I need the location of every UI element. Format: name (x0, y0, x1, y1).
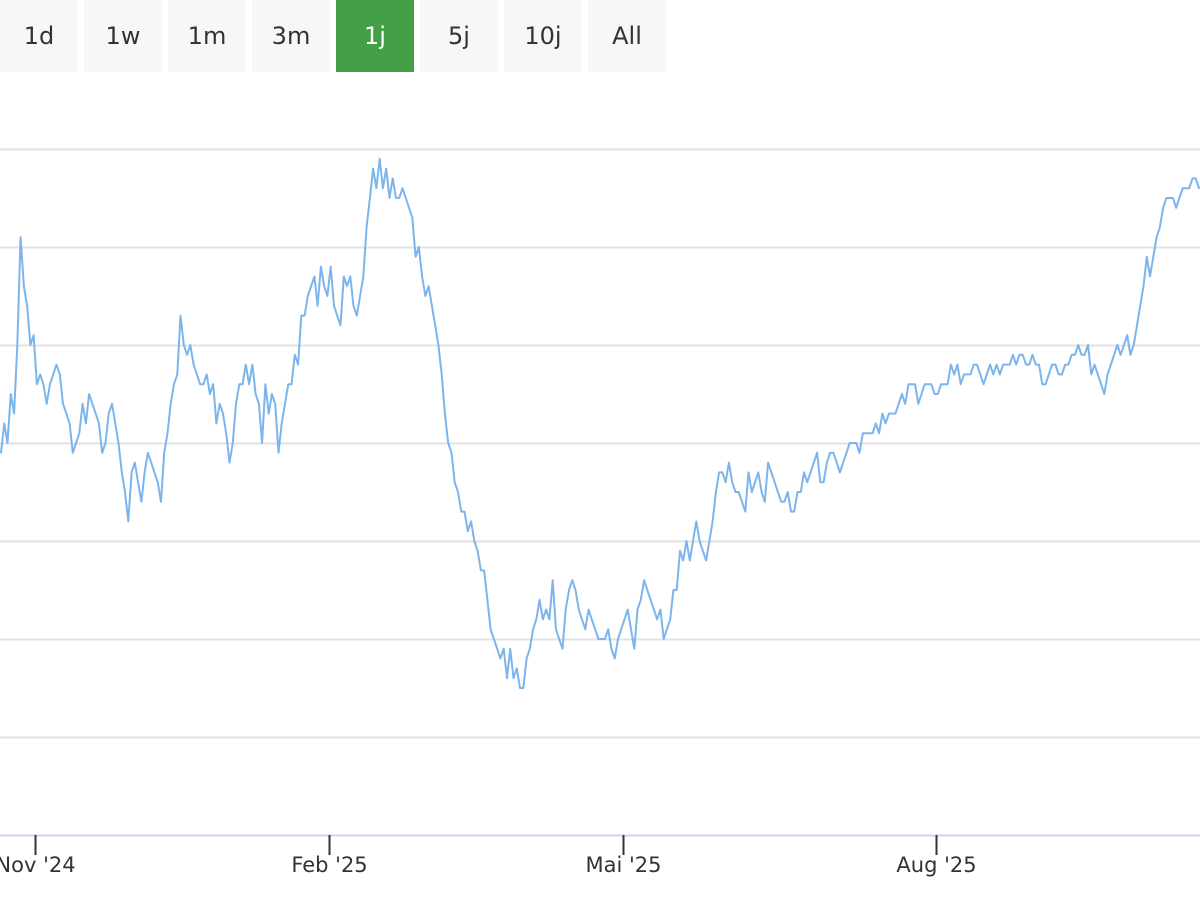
price-series-line (0, 157, 1200, 689)
range-button-all[interactable]: All (588, 0, 666, 72)
x-tick-label: Feb '25 (291, 853, 367, 877)
x-tick-label: Mai '25 (586, 853, 662, 877)
range-button-1j[interactable]: 1j (336, 0, 414, 72)
time-range-selector: 1d 1w 1m 3m 1j 5j 10j All (0, 0, 666, 72)
series-layer (0, 157, 1200, 689)
range-button-1w[interactable]: 1w (84, 0, 162, 72)
range-button-1d[interactable]: 1d (0, 0, 78, 72)
range-button-1m[interactable]: 1m (168, 0, 246, 72)
x-tick-label: Aug '25 (896, 853, 976, 877)
range-button-10j[interactable]: 10j (504, 0, 582, 72)
x-tick-label: Nov '24 (0, 853, 76, 877)
range-button-3m[interactable]: 3m (252, 0, 330, 72)
range-button-5j[interactable]: 5j (420, 0, 498, 72)
y-gridlines (0, 148, 1200, 837)
